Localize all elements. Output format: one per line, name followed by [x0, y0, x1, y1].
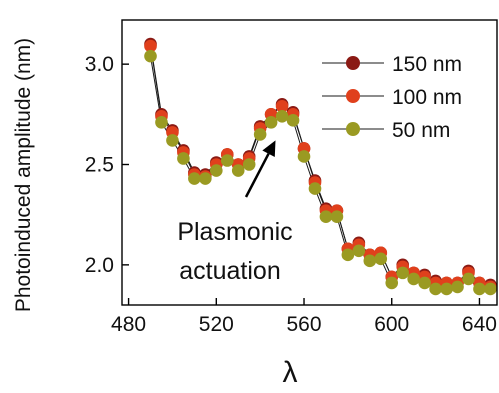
data-point: [253, 128, 267, 141]
data-point: [385, 276, 399, 290]
data-point: [352, 244, 366, 258]
data-point: [451, 280, 464, 294]
data-point: [264, 116, 278, 129]
data-point: [144, 49, 157, 63]
series-line: [150, 44, 491, 286]
annotation: Plasmonic actuation: [177, 140, 293, 285]
x-tick-label: 520: [199, 313, 234, 336]
data-point: [275, 110, 289, 123]
data-point: [418, 276, 431, 290]
legend-label: 50 nm: [392, 119, 450, 142]
x-tick-label: 600: [374, 313, 409, 336]
data-point: [199, 172, 212, 185]
x-tick-label: 480: [111, 313, 146, 336]
legend-marker: [346, 89, 360, 103]
data-point: [242, 158, 256, 171]
x-tick-label: 560: [286, 313, 321, 336]
y-tick-label: 2.5: [85, 154, 114, 177]
data-point: [286, 114, 300, 127]
legend-marker: [346, 122, 360, 136]
data-point: [231, 164, 245, 177]
plot-frame: [121, 19, 498, 306]
data-point: [177, 152, 190, 165]
data-point: [484, 282, 497, 296]
data-point: [319, 210, 333, 223]
data-point: [341, 248, 355, 262]
data-point: [363, 254, 377, 268]
x-tick-label: 640: [462, 313, 497, 336]
data-point: [275, 100, 289, 113]
data-point: [144, 39, 157, 53]
data-point: [330, 210, 344, 223]
data-point: [440, 282, 453, 296]
legend-marker: [346, 56, 360, 70]
annotation-arrow: [244, 153, 270, 198]
data-point: [429, 282, 442, 296]
annotation-arrowhead: [262, 140, 276, 157]
legend-label: 150 nm: [392, 53, 462, 76]
data-point: [473, 282, 486, 296]
y-tick-label: 2.0: [85, 254, 114, 277]
data-point: [297, 150, 311, 163]
data-point: [209, 164, 223, 177]
x-axis-label: λ: [283, 356, 298, 388]
annotation-line-1: Plasmonic: [177, 218, 292, 246]
data-point: [462, 272, 475, 286]
annotation-line-2: actuation: [179, 257, 280, 285]
data-point: [220, 154, 234, 167]
legend: 150 nm 100 nm 50 nm: [322, 53, 462, 142]
data-point: [374, 252, 388, 266]
legend-label: 100 nm: [392, 86, 462, 109]
data-point: [308, 182, 322, 195]
y-axis-label: Photoinduced amplitude (nm): [12, 38, 35, 312]
y-tick-label: 3.0: [85, 53, 114, 76]
data-point: [396, 266, 410, 280]
data-point: [407, 272, 420, 286]
data-point: [188, 172, 201, 185]
series-line: [150, 46, 491, 288]
data-point: [166, 134, 179, 147]
data-point: [155, 116, 168, 129]
